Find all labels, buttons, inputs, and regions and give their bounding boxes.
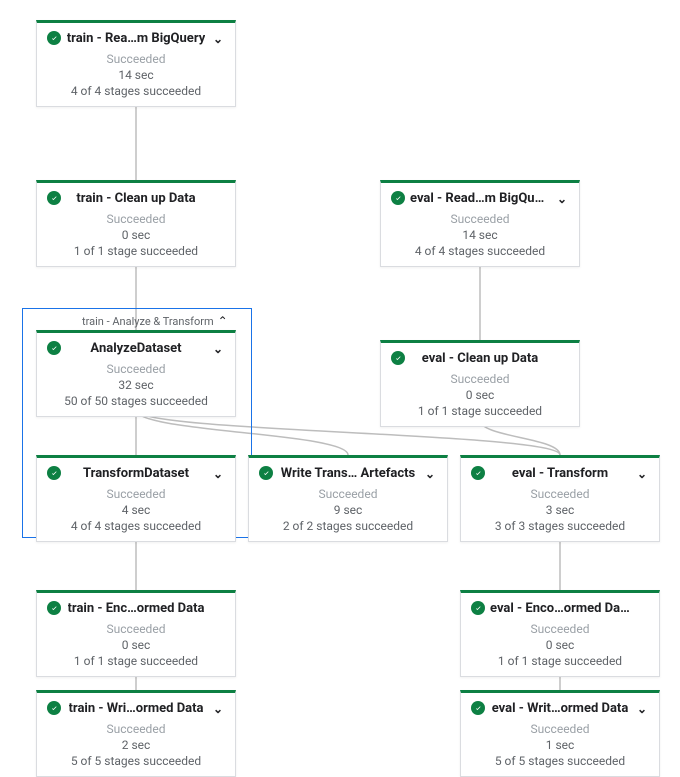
node-time: 14 sec [389,228,571,242]
pipeline-node[interactable]: eval - Transform ⌄ Succeeded 3 sec 3 of 3 st… [460,455,660,542]
node-header: eval - Read…m BigQuery ⌄ [389,189,571,210]
node-title: train - Rea…m BigQuery [67,31,206,46]
node-status: Succeeded [45,362,227,376]
success-check-icon [47,31,61,45]
success-check-icon [259,466,273,480]
node-stages: 2 of 2 stages succeeded [257,519,439,533]
node-title: AnalyzeDataset [90,341,181,356]
node-stages: 1 of 1 stage succeeded [45,654,227,668]
node-header: eval - Writ…ormed Data ⌄ [469,699,651,720]
success-check-icon [471,466,485,480]
pipeline-node[interactable]: TransformDataset ⌄ Succeeded 4 sec 4 of 4 st… [36,455,236,542]
node-header: train - Wri…ormed Data ⌄ [45,699,227,720]
node-time: 1 sec [469,738,651,752]
node-title: eval - Transform [512,466,608,481]
node-time: 9 sec [257,503,439,517]
node-status: Succeeded [469,622,651,636]
node-title: train - Wri…ormed Data [69,701,204,716]
node-time: 0 sec [45,228,227,242]
node-header: train - Rea…m BigQuery ⌄ [45,29,227,50]
node-status: Succeeded [469,487,651,501]
pipeline-node[interactable]: eval - Clean up Data Succeeded 0 sec 1 of 1… [380,340,580,427]
node-title: train - Clean up Data [76,191,195,206]
pipeline-canvas: train - Analyze & Transform ⌃ train - Re… [0,0,680,764]
success-check-icon [47,466,61,480]
node-header: eval - Transform ⌄ [469,464,651,485]
node-status: Succeeded [45,722,227,736]
success-check-icon [471,701,485,715]
chevron-down-icon[interactable]: ⌄ [637,467,647,481]
node-status: Succeeded [469,722,651,736]
node-title: eval - Writ…ormed Data [492,701,629,716]
node-title: eval - Clean up Data [422,351,538,366]
success-check-icon [391,351,405,365]
node-title: Write Trans… Artefacts [281,466,415,481]
node-time: 14 sec [45,68,227,82]
node-status: Succeeded [45,212,227,226]
pipeline-node[interactable]: AnalyzeDataset ⌄ Succeeded 32 sec 50 of 50 s… [36,330,236,417]
success-check-icon [47,191,61,205]
node-stages: 5 of 5 stages succeeded [45,754,227,768]
node-time: 0 sec [389,388,571,402]
success-check-icon [471,601,485,615]
node-status: Succeeded [45,487,227,501]
node-stages: 4 of 4 stages succeeded [389,244,571,258]
pipeline-node[interactable]: eval - Read…m BigQuery ⌄ Succeeded 14 sec 4 … [380,180,580,267]
node-header: AnalyzeDataset ⌄ [45,339,227,360]
node-title: eval - Read…m BigQuery [410,191,550,206]
success-check-icon [47,601,61,615]
chevron-down-icon[interactable]: ⌄ [637,702,647,716]
node-time: 0 sec [469,638,651,652]
node-status: Succeeded [257,487,439,501]
pipeline-node[interactable]: train - Enc…ormed Data Succeeded 0 sec 1 of… [36,590,236,677]
success-check-icon [47,701,61,715]
pipeline-node[interactable]: train - Rea…m BigQuery ⌄ Succeeded 14 sec 4 … [36,20,236,107]
node-status: Succeeded [45,622,227,636]
node-title: train - Enc…ormed Data [68,601,205,616]
node-status: Succeeded [45,52,227,66]
node-status: Succeeded [389,372,571,386]
pipeline-node[interactable]: eval - Enco…ormed Data Succeeded 0 sec 1 of… [460,590,660,677]
chevron-down-icon[interactable]: ⌄ [213,467,223,481]
node-time: 4 sec [45,503,227,517]
node-time: 3 sec [469,503,651,517]
node-stages: 4 of 4 stages succeeded [45,519,227,533]
node-header: eval - Enco…ormed Data [469,599,651,620]
node-stages: 5 of 5 stages succeeded [469,754,651,768]
node-stages: 50 of 50 stages succeeded [45,394,227,408]
chevron-down-icon[interactable]: ⌄ [213,32,223,46]
node-stages: 3 of 3 stages succeeded [469,519,651,533]
node-title: eval - Enco…ormed Data [490,601,630,616]
chevron-down-icon[interactable]: ⌄ [557,192,567,206]
success-check-icon [47,341,61,355]
node-stages: 4 of 4 stages succeeded [45,84,227,98]
chevron-down-icon[interactable]: ⌄ [213,702,223,716]
node-status: Succeeded [389,212,571,226]
pipeline-node[interactable]: train - Clean up Data Succeeded 0 sec 1 of … [36,180,236,267]
chevron-down-icon[interactable]: ⌄ [425,467,435,481]
success-check-icon [391,191,405,205]
chevron-down-icon[interactable]: ⌄ [213,342,223,356]
pipeline-node[interactable]: Write Trans… Artefacts ⌄ Succeeded 9 sec 2 o… [248,455,448,542]
group-label[interactable]: train - Analyze & Transform ⌃ [82,314,228,328]
node-header: train - Clean up Data [45,189,227,210]
node-stages: 1 of 1 stage succeeded [389,404,571,418]
node-time: 2 sec [45,738,227,752]
node-stages: 1 of 1 stage succeeded [45,244,227,258]
node-time: 32 sec [45,378,227,392]
node-header: TransformDataset ⌄ [45,464,227,485]
group-label-text: train - Analyze & Transform [82,315,214,328]
node-header: Write Trans… Artefacts ⌄ [257,464,439,485]
node-stages: 1 of 1 stage succeeded [469,654,651,668]
chevron-up-icon: ⌃ [218,314,228,328]
node-header: eval - Clean up Data [389,349,571,370]
node-time: 0 sec [45,638,227,652]
node-header: train - Enc…ormed Data [45,599,227,620]
node-title: TransformDataset [83,466,189,481]
